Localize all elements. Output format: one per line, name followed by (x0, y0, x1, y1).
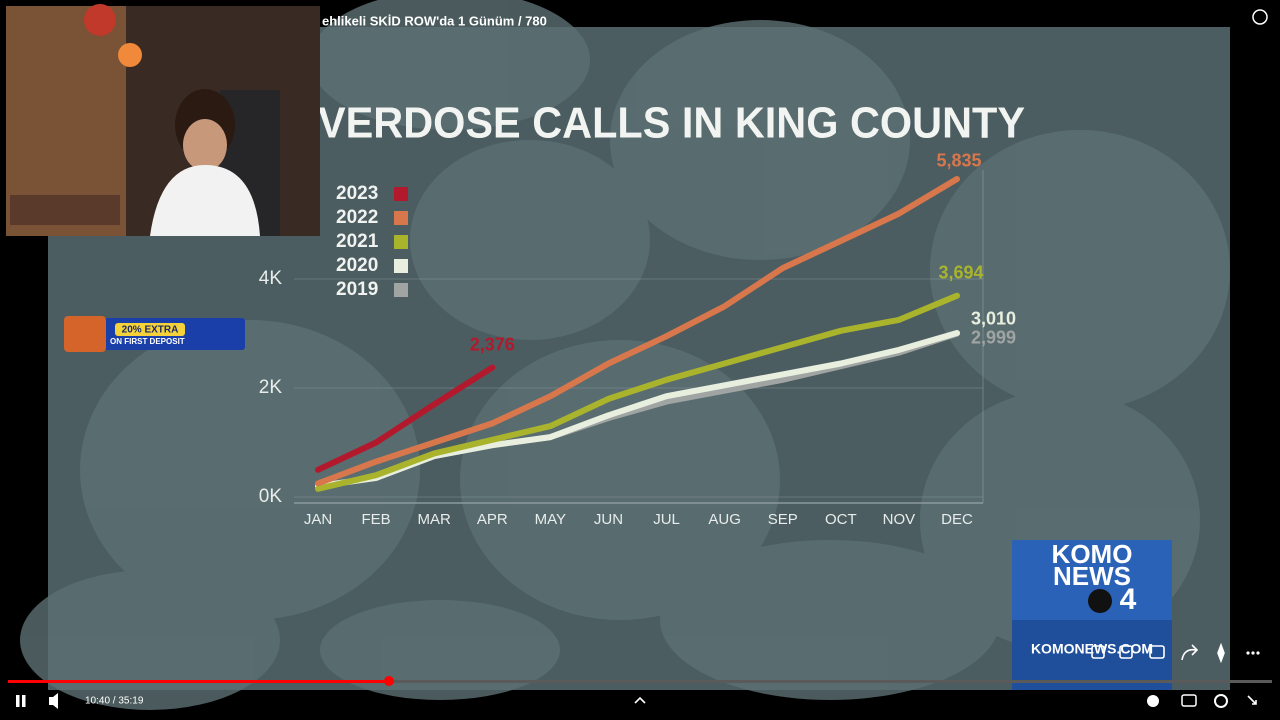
video-title[interactable]: ehlikeli SKİD ROW'da 1 Günüm / 780 (322, 13, 547, 28)
x-tick-label: NOV (883, 511, 916, 528)
share-button[interactable] (1181, 644, 1199, 661)
x-tick-label: DEC (941, 511, 973, 528)
action-icons (1091, 642, 1260, 664)
x-tick-label: SEP (768, 511, 798, 528)
x-tick-label: AUG (708, 511, 741, 528)
legend-swatch (394, 235, 408, 249)
value-label: 2,376 (470, 334, 515, 354)
logo-komo: KOMO (1052, 539, 1133, 569)
legend-swatch (394, 283, 408, 297)
station-logo: KOMO NEWS 4 KOMONEWS.COM (1012, 539, 1172, 690)
like-button[interactable] (1091, 645, 1105, 659)
time-display: 10:40 / 35:19 (85, 696, 144, 707)
progress-track[interactable] (8, 680, 1272, 683)
autoplay-toggle[interactable] (1147, 695, 1159, 707)
value-label: 5,835 (936, 151, 981, 171)
legend-label: 2022 (336, 207, 378, 228)
legend-label: 2019 (336, 279, 378, 300)
logo-channel: 4 (1120, 583, 1137, 616)
progress-handle[interactable] (384, 676, 394, 686)
legend-swatch (394, 187, 408, 201)
y-tick-label: 0K (259, 486, 283, 507)
x-tick-label: MAY (535, 511, 566, 528)
pause-button[interactable] (16, 695, 20, 707)
x-tick-label: APR (477, 511, 508, 528)
controls (16, 693, 1257, 709)
comment-button[interactable] (1149, 645, 1165, 659)
info-button[interactable] (1252, 9, 1268, 25)
chart: 0K 2K 4K JAN FEB MAR APR MAY JUN JUL AUG SEP OCT NOV D… (259, 151, 1016, 528)
progress-played (8, 680, 389, 683)
legend-label: 2020 (336, 255, 378, 276)
chart-title: VERDOSE CALLS IN KING COUNTY (318, 99, 1025, 148)
data-line (315, 292, 960, 492)
data-line (315, 364, 496, 473)
fullscreen-exit-button[interactable] (1247, 695, 1257, 705)
logo-news: NEWS (1053, 561, 1131, 591)
data-line (315, 176, 960, 487)
value-label: 3,694 (938, 262, 983, 282)
value-label: 3,010 (971, 309, 1016, 329)
y-tick-label: 2K (259, 377, 283, 398)
dislike-button[interactable] (1119, 645, 1133, 659)
y-tick-label: 4K (259, 268, 283, 289)
webcam-overlay (6, 4, 320, 236)
ask-button[interactable] (1217, 642, 1225, 664)
more-button[interactable] (1246, 651, 1260, 655)
x-tick-label: JUL (653, 511, 680, 528)
abc-badge (1088, 589, 1112, 613)
volume-button[interactable] (49, 693, 58, 709)
legend-label: 2021 (336, 231, 379, 252)
chapters-button[interactable] (634, 696, 646, 704)
x-tick-label: FEB (361, 511, 390, 528)
x-tick-label: JAN (304, 511, 332, 528)
ad-banner[interactable]: 20% EXTRA ON FIRST DEPOSIT (64, 316, 245, 352)
settings-button[interactable] (1214, 694, 1228, 708)
legend-swatch (394, 211, 408, 225)
x-tick-label: JUN (594, 511, 623, 528)
x-tick-label: OCT (825, 511, 857, 528)
pause-button-bar (22, 695, 26, 707)
captions-button[interactable] (1181, 694, 1197, 707)
x-tick-label: MAR (418, 511, 452, 528)
value-label: 2,999 (971, 327, 1016, 347)
ad-headline: 20% EXTRA (122, 325, 179, 336)
ad-subline: ON FIRST DEPOSIT (110, 337, 185, 346)
legend-label: 2023 (336, 183, 378, 204)
legend-swatch (394, 259, 408, 273)
